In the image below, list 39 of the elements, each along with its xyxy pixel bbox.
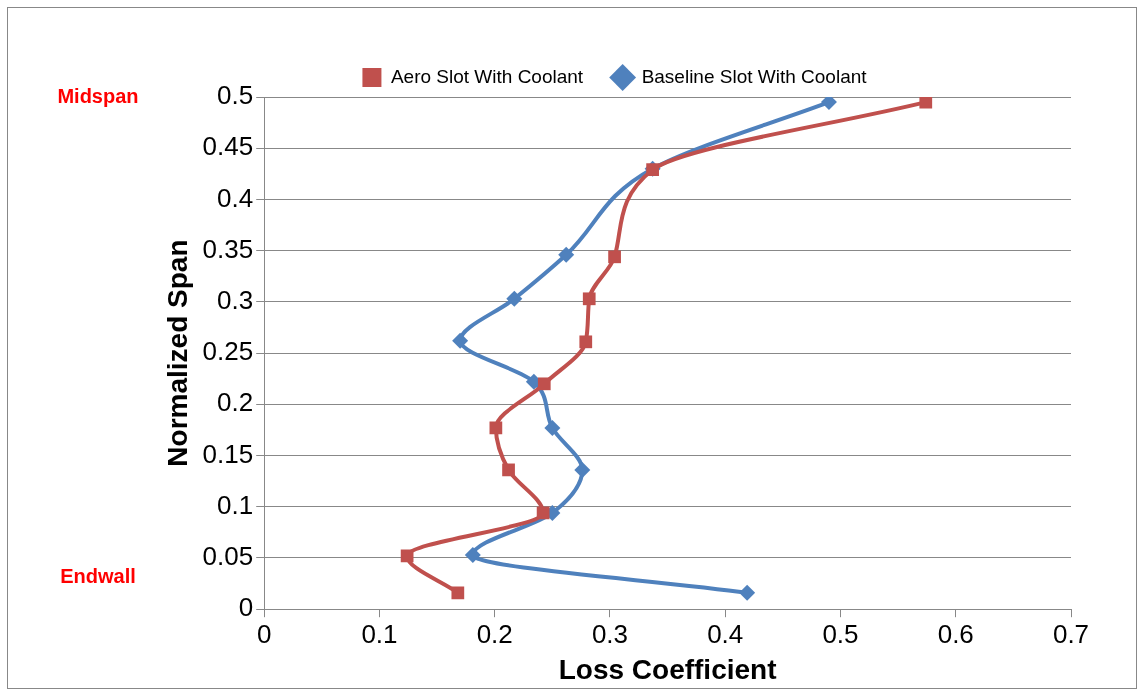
point [502, 463, 515, 477]
point [544, 419, 561, 436]
point [582, 292, 596, 306]
x-axis-title: Loss Coefficient [558, 653, 777, 685]
y-tick-label: 0.1 [217, 489, 254, 520]
y-tick-label: 0.2 [217, 387, 254, 418]
point [608, 250, 621, 264]
point [579, 335, 593, 349]
y-tick-label: 0.45 [202, 131, 254, 162]
x-tick-label: 0.4 [707, 618, 744, 649]
y-tick-label: 0.05 [202, 541, 254, 572]
point [451, 586, 465, 600]
point [820, 97, 837, 111]
y-tick-label: 0.3 [217, 285, 254, 316]
legend-label: Baseline Slot With Coolant [641, 65, 868, 87]
y-tick-label: 0.5 [217, 80, 254, 111]
point [919, 97, 933, 109]
y-tick-label: 0.4 [217, 182, 254, 213]
text: Endwall [60, 564, 136, 587]
x-tick-label: 0.3 [591, 618, 629, 649]
y-tick-label: 0.35 [202, 233, 254, 264]
point [506, 290, 523, 307]
y-tick-label: 0.25 [202, 336, 254, 367]
legend-label: Aero Slot With Coolant [390, 65, 584, 87]
x-tick-label: 0.2 [476, 618, 513, 649]
point [537, 377, 551, 391]
y-tick-label: 0.15 [202, 438, 254, 469]
text: Midspan [57, 84, 139, 107]
point [739, 584, 756, 601]
point [558, 246, 575, 263]
x-tick-label: 0.6 [937, 618, 974, 649]
x-tick-label: 0.1 [361, 618, 398, 649]
x-tick-label: 0.7 [1052, 618, 1090, 649]
point [464, 546, 481, 563]
x-tick-label: 0.5 [822, 618, 859, 649]
y-tick-label: 0 [238, 592, 254, 623]
point [452, 332, 469, 349]
point [574, 461, 591, 478]
y-axis-title: Normalized Span [161, 239, 193, 467]
